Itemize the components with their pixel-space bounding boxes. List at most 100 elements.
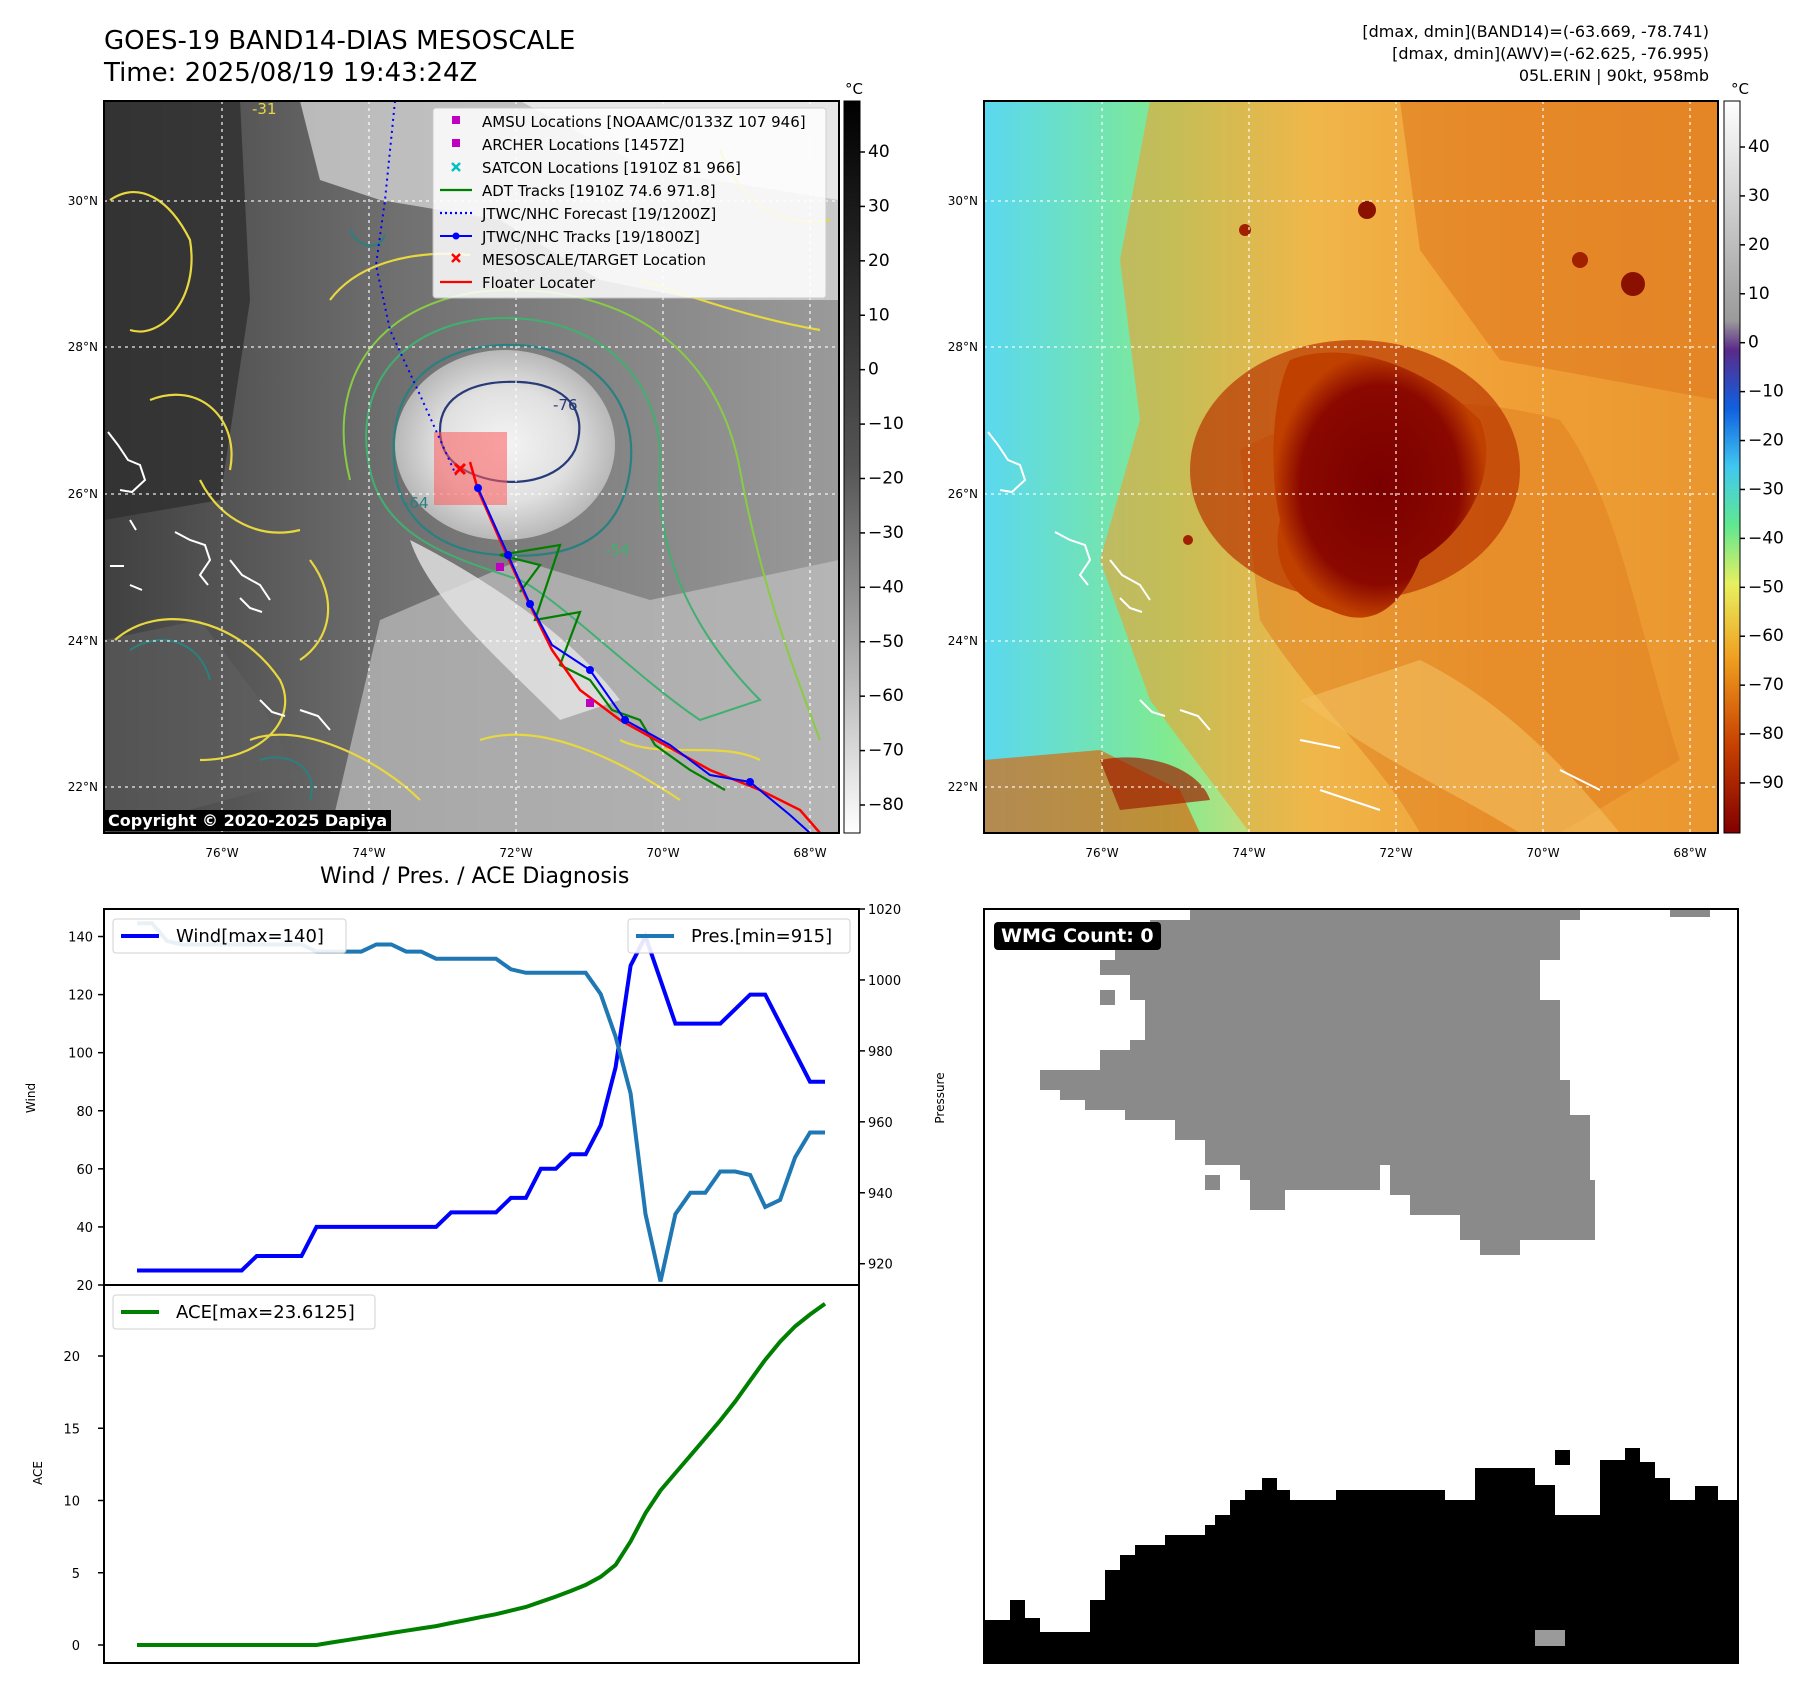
colorbar-tick-label: 10 xyxy=(1748,284,1770,304)
ace-series-line xyxy=(137,1302,827,1647)
colorbar-tick-label: 30 xyxy=(1748,186,1770,206)
colorbar-tick-label: 0 xyxy=(868,360,879,380)
copyright-label: Copyright © 2020-2025 Dapiya xyxy=(104,810,392,831)
colorbar-tick-label: −70 xyxy=(868,741,904,761)
pressure-tick-label: 1020 xyxy=(868,903,901,918)
lon-tick: 74°W xyxy=(352,846,385,860)
wmg-panel xyxy=(983,908,1739,1664)
legend-mesoscale: MESOSCALE/TARGET Location xyxy=(482,251,706,269)
wind-legend: Wind[max=140] xyxy=(112,918,347,954)
pressure-tick-label: 1000 xyxy=(868,974,901,989)
wind-tick-label: 120 xyxy=(68,989,93,1004)
chart-title: GOES-19 BAND14-DIAS MESOSCALE xyxy=(104,26,576,56)
chart-time: Time: 2025/08/19 19:43:24Z xyxy=(104,58,478,88)
lon-tick: 70°W xyxy=(1526,846,1559,860)
colorbar-tick-label: −40 xyxy=(868,577,904,597)
floater-locater xyxy=(468,461,821,833)
pressure-tick-label: 920 xyxy=(868,1258,893,1273)
ace-tick-label: 15 xyxy=(63,1422,80,1437)
storm-core xyxy=(1273,352,1487,618)
lon-tick: 68°W xyxy=(793,846,826,860)
legend-forecast: JTWC/NHC Forecast [19/1200Z] xyxy=(481,205,716,223)
colorbar-tick-label: −10 xyxy=(868,414,904,434)
lat-tick: 30°N xyxy=(68,194,98,208)
lon-tick: 68°W xyxy=(1673,846,1706,860)
lat-tick: 28°N xyxy=(948,340,978,354)
legend-archer: ARCHER Locations [1457Z] xyxy=(482,136,685,154)
ace-tick-label: 5 xyxy=(72,1567,80,1582)
lat-tick: 26°N xyxy=(68,487,98,501)
ir-map-panel: -31 -54 -64 -76 AMSU Locations [N xyxy=(68,100,840,860)
pressure-legend: Pres.[min=915] xyxy=(627,918,851,954)
legend-adt: ADT Tracks [1910Z 74.6 971.8] xyxy=(482,182,716,200)
pressure-tick-label: 980 xyxy=(868,1045,893,1060)
storm-info: 05L.ERIN | 90kt, 958mb xyxy=(1518,66,1709,85)
legend-satcon: SATCON Locations [1910Z 81 966] xyxy=(482,159,741,177)
colorbar-unit: °C xyxy=(1731,80,1749,98)
colorbar-tick-label: −20 xyxy=(1748,431,1784,451)
ace-tick-label: 20 xyxy=(63,1350,80,1365)
map-legend: AMSU Locations [NOAAMC/0133Z 107 946] AR… xyxy=(432,107,827,299)
lat-tick: 22°N xyxy=(948,780,978,794)
ace-panel: 20 15 10 5 0 ACE ACE[max=23.6125] xyxy=(31,1284,860,1664)
lon-tick: 70°W xyxy=(646,846,679,860)
colorbar-tick-label: −60 xyxy=(1748,626,1784,646)
ace-tick-label: 0 xyxy=(72,1639,80,1654)
lon-tick: 74°W xyxy=(1232,846,1265,860)
colorbar-tick-label: 10 xyxy=(868,305,890,325)
colorbar-tick-label: −40 xyxy=(1748,528,1784,548)
colorbar-unit: °C xyxy=(845,80,863,98)
colorbar-tick-label: 0 xyxy=(1748,333,1759,353)
colorbar-tick-label: −50 xyxy=(868,632,904,652)
lon-tick: 72°W xyxy=(499,846,532,860)
coastline xyxy=(987,431,1601,811)
wmg-gray-region xyxy=(1040,909,1595,1255)
wind-tick-label: 40 xyxy=(76,1221,93,1236)
colorbar-tick-label: −20 xyxy=(868,469,904,489)
colorbar-tick-label: −30 xyxy=(868,523,904,543)
adt-track xyxy=(499,543,726,791)
colorbar-tick-label: −10 xyxy=(1748,382,1784,402)
colorbar-tick-label: −80 xyxy=(868,795,904,815)
wind-pressure-panel: 140 120 100 80 60 40 20 1020 1000 980 960 940 920 W… xyxy=(24,903,947,1294)
contour-64 xyxy=(392,343,633,557)
mesoscale-target-marker xyxy=(453,462,467,476)
lat-tick: 26°N xyxy=(948,487,978,501)
lat-tick: 22°N xyxy=(68,780,98,794)
wmg-black-region xyxy=(984,1448,1738,1663)
wind-tick-label: 140 xyxy=(68,931,93,946)
wind-tick-label: 60 xyxy=(76,1163,93,1178)
ace-axis-label: ACE xyxy=(31,1461,45,1485)
colorbar-tick-label: −70 xyxy=(1748,675,1784,695)
coastline xyxy=(107,431,331,731)
pressure-tick-label: 940 xyxy=(868,1187,893,1202)
wind-series-line xyxy=(137,931,825,1273)
colorbar-tick-label: 40 xyxy=(868,142,890,162)
wind-tick-label: 80 xyxy=(76,1105,93,1120)
stats-awv: [dmax, dmin](AWV)=(-62.625, -76.995) xyxy=(1392,44,1709,63)
contour-label-64: -64 xyxy=(404,494,429,512)
lat-tick: 28°N xyxy=(68,340,98,354)
wind-tick-label: 20 xyxy=(76,1279,93,1294)
lat-tick: 30°N xyxy=(948,194,978,208)
wind-tick-label: 100 xyxy=(68,1047,93,1062)
colorbar-tick-label: 20 xyxy=(1748,235,1770,255)
ace-tick-label: 10 xyxy=(63,1495,80,1510)
colorbar-tick-label: −50 xyxy=(1748,577,1784,597)
wind-axis-label: Wind xyxy=(24,1083,38,1113)
wmg-count-badge: WMG Count: 0 xyxy=(994,922,1161,950)
lon-tick: 76°W xyxy=(1085,846,1118,860)
pressure-legend-label: Pres.[min=915] xyxy=(691,926,832,947)
map-gridlines xyxy=(984,101,1718,833)
legend-jtwc-tracks: JTWC/NHC Tracks [19/1800Z] xyxy=(481,228,700,246)
jtwc-forecast-track xyxy=(374,101,457,476)
ace-legend-label: ACE[max=23.6125] xyxy=(176,1302,355,1323)
pressure-tick-label: 960 xyxy=(868,1116,893,1131)
wind-legend-label: Wind[max=140] xyxy=(176,926,324,947)
lon-tick: 72°W xyxy=(1379,846,1412,860)
legend-floater: Floater Locater xyxy=(482,274,596,292)
stats-band14: [dmax, dmin](BAND14)=(-63.669, -78.741) xyxy=(1362,22,1709,41)
colorbar-tick-label: 30 xyxy=(868,196,890,216)
diagnosis-title: Wind / Pres. / ACE Diagnosis xyxy=(320,864,630,889)
